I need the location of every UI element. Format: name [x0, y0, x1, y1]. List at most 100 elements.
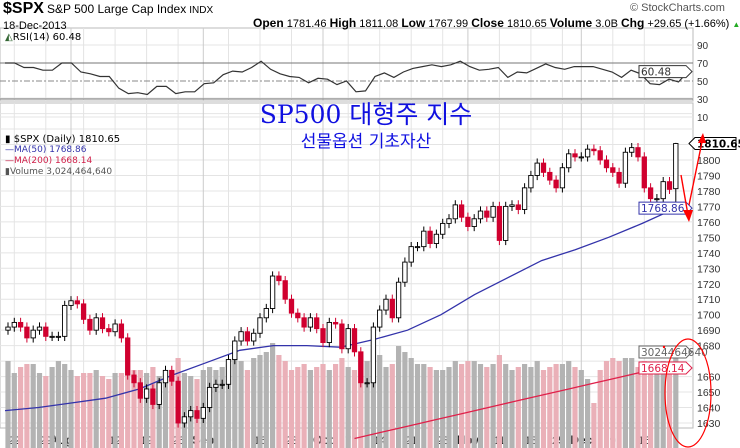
candle-body: [87, 318, 93, 331]
candle-body: [244, 331, 251, 342]
candle-body: [175, 380, 181, 424]
rsi-icon: ◭: [5, 32, 13, 43]
low-label: Low: [401, 16, 426, 30]
volume-bar: [301, 364, 307, 448]
chart-title: $SPX S&P 500 Large Cap Index INDX: [3, 0, 213, 20]
candle-body: [263, 308, 269, 319]
price-tick-label: 1630: [697, 418, 721, 430]
price-tick-label: 1710: [697, 294, 721, 306]
volume-bar: [99, 376, 106, 448]
ma200-value-label-text: 1668.14: [641, 363, 685, 375]
volume-bar: [36, 373, 43, 448]
annotation-arrowhead-down: [683, 210, 693, 222]
volume-bar: [427, 367, 433, 448]
volume-bar: [629, 358, 635, 448]
candle-body: [320, 328, 326, 343]
candle-body: [150, 388, 156, 405]
volume-bar: [578, 370, 584, 448]
rsi-tick-label: 10: [697, 113, 709, 124]
candle-body: [206, 386, 213, 408]
volume-bar: [345, 367, 351, 448]
volume-bar: [528, 367, 534, 448]
exchange: INDX: [189, 5, 214, 16]
rsi-tick-label: 70: [697, 59, 709, 70]
volume-bar: [446, 367, 452, 448]
candle-body: [219, 383, 225, 386]
price-legend: ▮ $SPX (Daily) 1810.65 —MA(50) 1768.86 —…: [5, 134, 120, 178]
candle-body: [635, 147, 641, 158]
rsi-last-label-text: 60.48: [641, 67, 671, 79]
volume-bar: [30, 364, 36, 448]
volume-bar: [364, 361, 370, 448]
rsi-tick-label: 50: [697, 77, 709, 88]
price-tick-label: 1650: [697, 387, 721, 399]
candle-body: [584, 148, 591, 158]
candle-body: [402, 261, 408, 283]
volume-bar: [43, 376, 49, 448]
candle-body: [43, 326, 49, 337]
index-name: S&P 500 Large Cap Index: [46, 2, 187, 16]
candle-body: [93, 317, 99, 331]
candle-body: [326, 321, 332, 343]
volume-bar: [244, 370, 250, 448]
price-tick-label: 1730: [697, 263, 721, 275]
volume-bar: [125, 370, 131, 448]
volume-bar: [68, 370, 74, 448]
volume-bar: [610, 358, 616, 448]
volume-value-label-text: 3024464640: [641, 347, 708, 359]
candle-body: [603, 159, 610, 169]
candle-body: [36, 326, 43, 331]
volume-bar: [270, 343, 276, 448]
candle-body: [131, 374, 137, 384]
candle-body: [358, 351, 364, 384]
volume-bar: [641, 361, 647, 448]
candle-body: [446, 218, 452, 224]
candle-body: [156, 382, 162, 405]
ma200-value-label-box: [638, 361, 693, 375]
ma200-line-icon: —: [5, 156, 14, 166]
volume-bar: [288, 370, 295, 448]
volume-bar: [370, 349, 376, 448]
volume-bar: [162, 382, 169, 448]
candle-body: [597, 150, 603, 161]
candle-body: [610, 167, 616, 173]
candle-body: [307, 317, 314, 328]
rsi-legend: ◭RSI(14) 60.48: [5, 31, 81, 45]
volume-bar: [572, 367, 578, 448]
candle-body: [213, 383, 219, 388]
volume-bar: [622, 358, 628, 448]
price-tick-label: 1720: [697, 279, 721, 291]
volume-bar: [238, 361, 244, 448]
rsi-panel-frame: [0, 27, 694, 102]
candle-body: [521, 187, 528, 210]
volume-bar: [459, 364, 465, 448]
candle-body: [421, 230, 427, 248]
candle-body: [314, 317, 320, 330]
volume-bar: [515, 367, 521, 448]
overlay-title: SP500 대형주 지수: [259, 100, 473, 129]
candle-body: [30, 329, 36, 339]
volume-bar: [307, 370, 313, 448]
candle-body: [477, 210, 484, 220]
volume-bar: [181, 373, 187, 448]
candle-body: [572, 153, 578, 158]
candle-body: [143, 388, 150, 399]
candle-body: [351, 328, 358, 353]
price-legend-text: $SPX (Daily) 1810.65: [13, 134, 121, 145]
annotation-arrow-down: [680, 174, 689, 216]
candle-body: [49, 335, 55, 338]
candle-body: [80, 303, 87, 320]
volume-bar: [585, 379, 591, 448]
candle-body: [641, 156, 647, 189]
high-value: 1811.08: [359, 18, 399, 30]
candle-body: [162, 369, 169, 384]
volume-bar: [522, 364, 528, 448]
candle-body: [566, 153, 572, 169]
volume-bar: [5, 361, 11, 448]
candle-body: [200, 407, 206, 419]
candle-body: [471, 218, 477, 227]
price-tick-label: 1750: [697, 232, 721, 244]
price-tick-label: 1770: [697, 201, 721, 213]
close-value: 1810.65: [506, 18, 547, 30]
